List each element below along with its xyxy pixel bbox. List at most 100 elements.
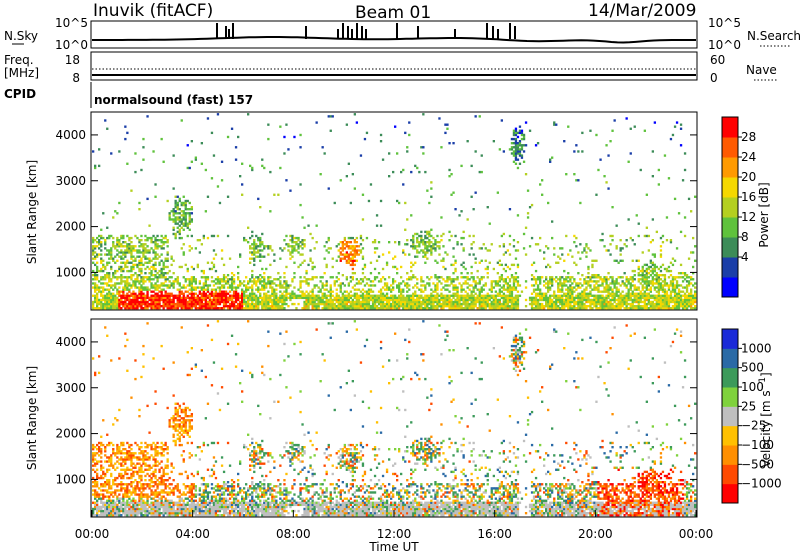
power-cell	[279, 166, 282, 170]
power-cell	[365, 282, 369, 285]
power-cell	[669, 290, 673, 293]
power-cell	[331, 307, 334, 310]
power-cell	[365, 294, 369, 297]
power-cell	[412, 247, 415, 250]
power-cell	[144, 286, 147, 289]
power-cell	[134, 234, 137, 238]
power-cell	[667, 284, 671, 287]
power-cell	[220, 278, 224, 281]
power-cell	[484, 247, 487, 250]
power-cell	[140, 267, 143, 271]
power-cell	[230, 298, 234, 302]
power-cell	[643, 276, 647, 279]
power-cell	[122, 302, 125, 306]
power-cell	[108, 272, 111, 275]
power-cell	[476, 296, 479, 300]
power-cell	[212, 263, 216, 267]
power-cell	[536, 288, 540, 291]
power-cell	[563, 284, 566, 287]
power-cell	[394, 296, 397, 300]
power-cell	[518, 154, 522, 157]
power-cell	[126, 276, 129, 279]
power-cell	[396, 199, 399, 203]
power-cell	[222, 305, 226, 308]
power-cell	[456, 288, 459, 291]
power-cell	[470, 247, 473, 250]
power-cell	[289, 257, 292, 260]
power-cell	[371, 241, 375, 244]
velocity-cell	[104, 454, 107, 457]
power-cell	[641, 292, 644, 295]
power-cell	[214, 302, 218, 306]
power-cell	[172, 218, 175, 221]
power-cell	[643, 290, 647, 293]
power-cell	[351, 173, 355, 176]
power-cell	[516, 302, 520, 306]
power-cell	[436, 292, 439, 295]
velocity-cell	[100, 441, 103, 445]
power-cell	[327, 251, 330, 254]
power-cell	[104, 294, 107, 297]
power-cell	[408, 288, 411, 291]
power-cell	[414, 276, 417, 279]
power-cell	[524, 305, 528, 308]
power-cell	[116, 288, 119, 291]
power-cell	[132, 245, 135, 248]
power-cell	[220, 294, 224, 297]
power-cell	[112, 243, 115, 246]
colorbar-tick-label: 8	[741, 230, 749, 244]
power-cell	[402, 298, 405, 302]
power-cell	[577, 298, 580, 302]
power-cell	[253, 251, 256, 254]
power-cell	[677, 290, 681, 293]
power-cell	[665, 269, 669, 273]
power-cell	[94, 284, 97, 287]
power-cell	[615, 282, 618, 285]
power-cell	[396, 284, 399, 287]
power-cell	[180, 305, 183, 308]
power-cell	[442, 257, 445, 260]
power-cell	[128, 302, 131, 306]
power-cell	[597, 290, 600, 293]
power-cell	[518, 162, 522, 165]
power-cell	[541, 298, 544, 302]
power-cell	[609, 288, 612, 291]
power-cell	[569, 307, 572, 310]
power-cell	[126, 261, 129, 264]
power-cell	[337, 272, 340, 275]
power-cell	[553, 294, 556, 297]
power-cell	[279, 300, 282, 304]
power-cell	[108, 257, 111, 260]
power-cell	[257, 300, 260, 304]
power-cell	[331, 294, 334, 297]
power-cell	[325, 294, 328, 297]
velocity-cell	[92, 456, 95, 459]
power-cell	[126, 245, 129, 248]
power-cell	[329, 247, 332, 250]
power-cell	[166, 292, 169, 295]
power-cell	[214, 282, 218, 285]
power-cell	[516, 265, 520, 269]
power-cell	[357, 302, 361, 306]
power-cell	[657, 278, 661, 281]
power-cell	[150, 298, 153, 302]
power-cell	[685, 294, 689, 297]
power-cell	[385, 284, 389, 287]
power-cell	[222, 300, 226, 304]
power-cell	[683, 272, 687, 275]
power-cell	[355, 288, 359, 291]
power-cell	[398, 298, 401, 302]
power-cell	[166, 241, 169, 244]
power-cell	[329, 302, 332, 306]
power-cell	[673, 302, 677, 306]
power-cell	[239, 284, 242, 287]
power-cell	[361, 307, 365, 310]
power-cell	[102, 288, 105, 291]
power-cell	[595, 296, 598, 300]
power-cell	[255, 243, 258, 246]
power-cell	[528, 298, 532, 302]
power-cell	[150, 239, 153, 242]
power-cell	[210, 276, 214, 279]
velocity-cell	[92, 443, 95, 447]
power-cell	[416, 305, 419, 308]
